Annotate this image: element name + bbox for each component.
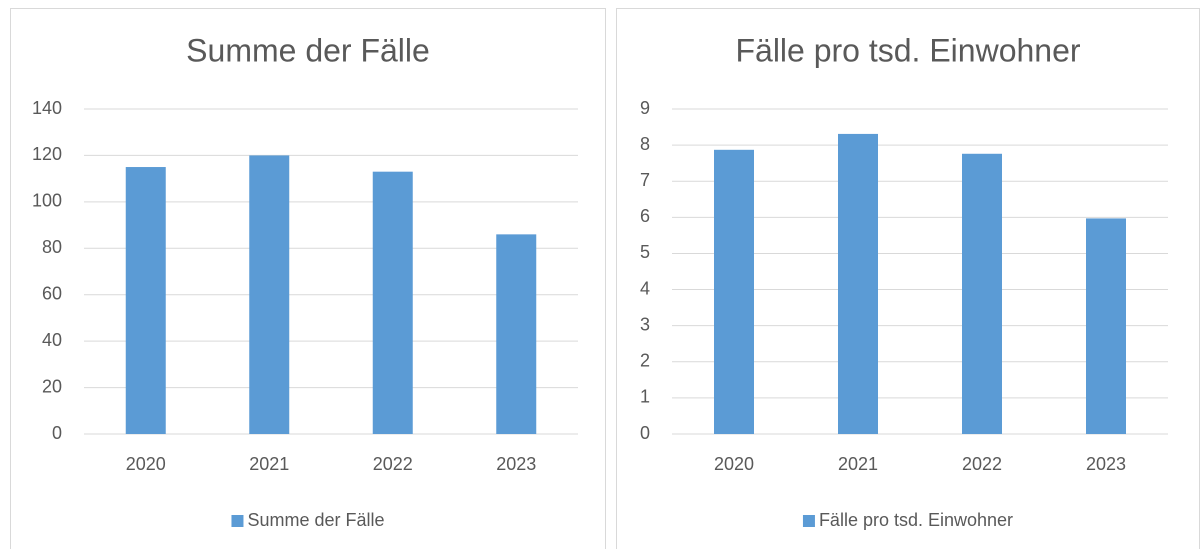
x-tick-label: 2022: [373, 454, 413, 474]
y-tick-label: 3: [640, 314, 650, 334]
bar: [962, 153, 1002, 434]
legend-label: Fälle pro tsd. Einwohner: [819, 510, 1013, 530]
y-tick-label: 5: [640, 242, 650, 262]
y-tick-label: 4: [640, 278, 650, 298]
y-tick-label: 60: [42, 283, 62, 303]
x-tick-label: 2023: [1086, 454, 1126, 474]
x-tick-label: 2023: [496, 454, 536, 474]
chart-title: Summe der Fälle: [186, 32, 430, 68]
y-tick-label: 20: [42, 376, 62, 396]
y-tick-label: 7: [640, 170, 650, 190]
y-tick-label: 0: [640, 423, 650, 443]
y-tick-label: 120: [32, 144, 62, 164]
bar: [714, 149, 754, 435]
x-tick-label: 2020: [714, 454, 754, 474]
bar: [496, 234, 537, 434]
legend-swatch: [231, 515, 244, 527]
x-tick-label: 2021: [838, 454, 878, 474]
x-tick-label: 2021: [249, 454, 289, 474]
y-tick-label: 9: [640, 98, 650, 118]
y-tick-label: 140: [32, 98, 62, 118]
y-tick-label: 100: [32, 191, 62, 211]
y-tick-label: 1: [640, 387, 650, 407]
bar: [372, 171, 413, 434]
y-tick-label: 6: [640, 206, 650, 226]
legend-label: Summe der Fälle: [247, 510, 384, 530]
bar: [125, 167, 166, 435]
bar: [1086, 218, 1126, 434]
bar: [838, 133, 878, 434]
y-tick-label: 8: [640, 134, 650, 154]
x-tick-label: 2022: [962, 454, 1002, 474]
y-tick-label: 2: [640, 351, 650, 371]
chart-title: Fälle pro tsd. Einwohner: [735, 32, 1080, 68]
bar: [249, 155, 290, 434]
y-tick-label: 40: [42, 330, 62, 350]
y-tick-label: 0: [52, 423, 62, 443]
legend-swatch: [802, 515, 815, 527]
x-tick-label: 2020: [126, 454, 166, 474]
y-tick-label: 80: [42, 237, 62, 257]
